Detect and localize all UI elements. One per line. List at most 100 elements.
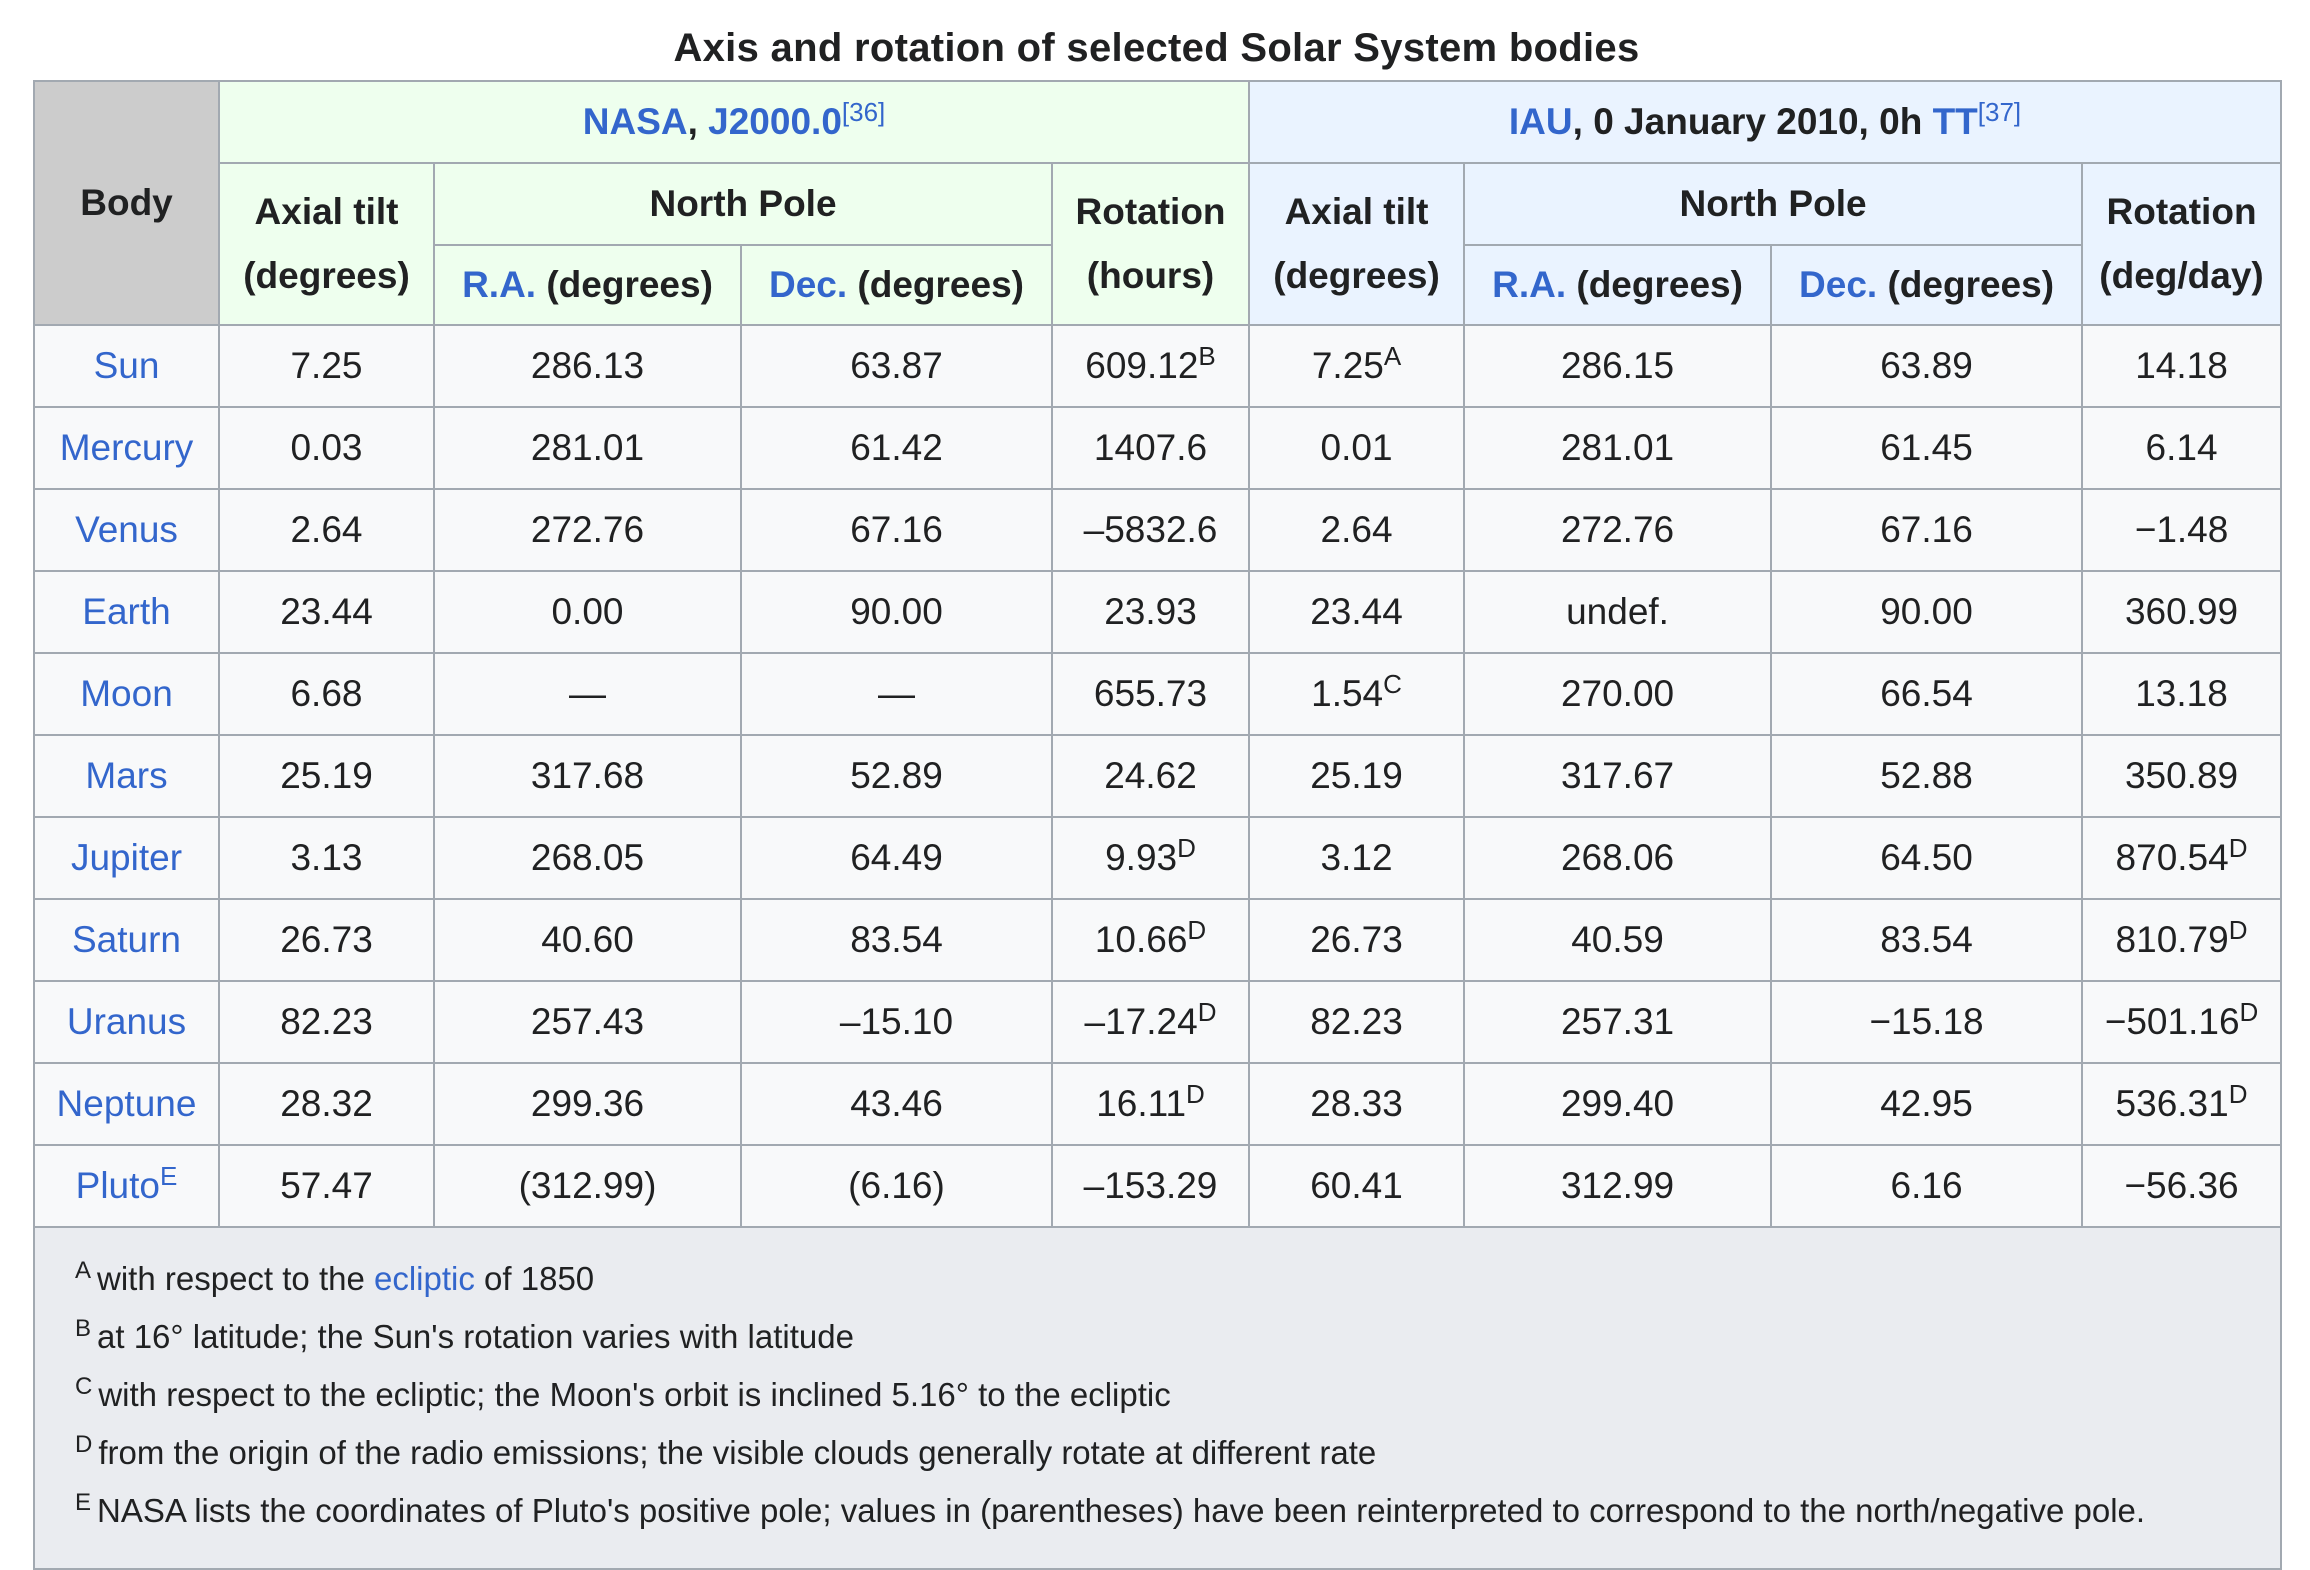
nasa-ra-cell: 40.60 — [433, 898, 742, 982]
body-link[interactable]: Sun — [93, 345, 160, 386]
iau-dec-header: Dec. (degrees) — [1770, 244, 2084, 326]
iau-tilt-value: 0.01 — [1320, 427, 1393, 468]
iau-rotation-cell: −56.36 — [2081, 1144, 2283, 1228]
nasa-ra-cell: 257.43 — [433, 980, 742, 1064]
body-header: Body — [33, 80, 220, 326]
nasa-rotation-cell: 16.11D — [1050, 1062, 1251, 1146]
iau-dec-cell: 67.16 — [1770, 488, 2084, 572]
nasa-dec-cell: 90.00 — [740, 570, 1053, 654]
iau-tilt-cell: 0.01 — [1248, 406, 1466, 490]
degrees-suffix: (degrees) — [847, 264, 1024, 305]
iau-group-header: IAU, 0 January 2010, 0h TT[37] — [1248, 80, 2283, 164]
body-link[interactable]: Moon — [80, 673, 173, 714]
nasa-north-pole-header: North Pole — [433, 162, 1053, 246]
iau-rotation-cell: 350.89 — [2081, 734, 2283, 818]
degday-unit: (deg/day) — [2099, 255, 2264, 296]
nasa-rotation-cell: 655.73 — [1050, 652, 1251, 736]
footnote-letter: C — [75, 1373, 93, 1400]
degrees-unit: (degrees) — [1273, 255, 1440, 296]
j2000-link[interactable]: J2000.0 — [708, 101, 842, 142]
nasa-rotation-cell: 23.93 — [1050, 570, 1251, 654]
degrees-suffix: (degrees) — [1566, 264, 1743, 305]
iau-rotation-note: D — [2228, 833, 2248, 863]
body-cell: Uranus — [33, 980, 220, 1064]
body-link[interactable]: Saturn — [71, 919, 181, 960]
body-link[interactable]: Mercury — [59, 427, 194, 468]
body-note-link[interactable]: E — [160, 1161, 178, 1191]
iau-tilt-cell: 3.12 — [1248, 816, 1466, 900]
footnote-letter: D — [75, 1431, 93, 1458]
nasa-axial-tilt-header: Axial tilt (degrees) — [218, 162, 435, 326]
nasa-rotation-note: D — [1187, 915, 1207, 945]
degrees-suffix: (degrees) — [536, 264, 713, 305]
nasa-dec-cell: 83.54 — [740, 898, 1053, 982]
iau-rotation-note: D — [2239, 997, 2259, 1027]
body-cell: Mercury — [33, 406, 220, 490]
ra-link[interactable]: R.A. — [462, 264, 537, 305]
iau-dec-cell: 42.95 — [1770, 1062, 2084, 1146]
nasa-tilt-cell: 0.03 — [218, 406, 435, 490]
nasa-rotation-cell: 9.93D — [1050, 816, 1251, 900]
footnote-text: at 16° latitude; the Sun's rotation vari… — [97, 1318, 854, 1355]
degrees-suffix: (degrees) — [1877, 264, 2055, 305]
body-link[interactable]: Mars — [85, 755, 168, 796]
iau-rotation-cell: 810.79D — [2081, 898, 2283, 982]
footnote-text: NASA lists the coordinates of Pluto's po… — [97, 1492, 2146, 1529]
iau-tilt-value: 1.54 — [1311, 673, 1384, 714]
iau-ra-cell: 270.00 — [1463, 652, 1773, 736]
iau-ra-cell: 286.15 — [1463, 324, 1773, 408]
footnote: E NASA lists the coordinates of Pluto's p… — [75, 1484, 2280, 1542]
footnote-text-end: of 1850 — [474, 1260, 595, 1297]
body-link[interactable]: Earth — [82, 591, 171, 632]
nasa-tilt-cell: 25.19 — [218, 734, 435, 818]
iau-tilt-value: 60.41 — [1310, 1165, 1403, 1206]
nasa-rotation-header: Rotation (hours) — [1050, 162, 1251, 326]
dec-link[interactable]: Dec. — [1799, 264, 1878, 305]
footnote-link[interactable]: ecliptic — [374, 1260, 475, 1297]
iau-tilt-cell: 23.44 — [1248, 570, 1466, 654]
iau-rotation-cell: −501.16D — [2081, 980, 2283, 1064]
nasa-link[interactable]: NASA — [582, 101, 688, 142]
table-caption: Axis and rotation of selected Solar Syst… — [673, 26, 1640, 70]
nasa-rotation-note: B — [1198, 341, 1216, 371]
body-link[interactable]: Pluto — [75, 1165, 160, 1206]
body-cell: Mars — [33, 734, 220, 818]
ref-36-link[interactable]: [36] — [841, 97, 886, 127]
body-cell: Earth — [33, 570, 220, 654]
iau-rotation-value: 14.18 — [2135, 345, 2228, 386]
nasa-dec-cell: 61.42 — [740, 406, 1053, 490]
iau-dec-cell: 64.50 — [1770, 816, 2084, 900]
ref-37-link[interactable]: [37] — [1977, 97, 2022, 127]
body-link[interactable]: Uranus — [66, 1001, 187, 1042]
iau-epoch-text: , 0 January 2010, 0h — [1572, 101, 1933, 142]
dec-link[interactable]: Dec. — [769, 264, 848, 305]
iau-tilt-value: 82.23 — [1310, 1001, 1403, 1042]
nasa-rotation-value: 10.66 — [1094, 919, 1188, 960]
body-link[interactable]: Neptune — [56, 1083, 197, 1124]
iau-ra-header: R.A. (degrees) — [1463, 244, 1773, 326]
nasa-rotation-cell: –17.24D — [1050, 980, 1251, 1064]
iau-tilt-cell: 1.54C — [1248, 652, 1466, 736]
body-link[interactable]: Jupiter — [70, 837, 183, 878]
iau-rotation-value: 536.31 — [2115, 1083, 2229, 1124]
iau-rotation-value: 13.18 — [2135, 673, 2228, 714]
iau-tilt-value: 28.33 — [1310, 1083, 1403, 1124]
nasa-dec-cell: –15.10 — [740, 980, 1053, 1064]
nasa-dec-header: Dec. (degrees) — [740, 244, 1053, 326]
iau-rotation-cell: 13.18 — [2081, 652, 2283, 736]
iau-dec-cell: −15.18 — [1770, 980, 2084, 1064]
iau-link[interactable]: IAU — [1508, 101, 1573, 142]
nasa-rotation-value: –153.29 — [1083, 1165, 1218, 1206]
body-link[interactable]: Venus — [75, 509, 178, 550]
ra-link[interactable]: R.A. — [1492, 264, 1567, 305]
nasa-rotation-value: –5832.6 — [1083, 509, 1218, 550]
iau-ra-cell: undef. — [1463, 570, 1773, 654]
footnote-text: from the origin of the radio emissions; … — [98, 1434, 1377, 1471]
tt-link[interactable]: TT — [1932, 101, 1978, 142]
nasa-rotation-note: D — [1186, 1079, 1205, 1109]
nasa-ra-cell: 268.05 — [433, 816, 742, 900]
nasa-ra-cell: 317.68 — [433, 734, 742, 818]
iau-ra-cell: 40.59 — [1463, 898, 1773, 982]
footnote-text: with respect to the ecliptic; the Moon's… — [98, 1376, 1171, 1413]
